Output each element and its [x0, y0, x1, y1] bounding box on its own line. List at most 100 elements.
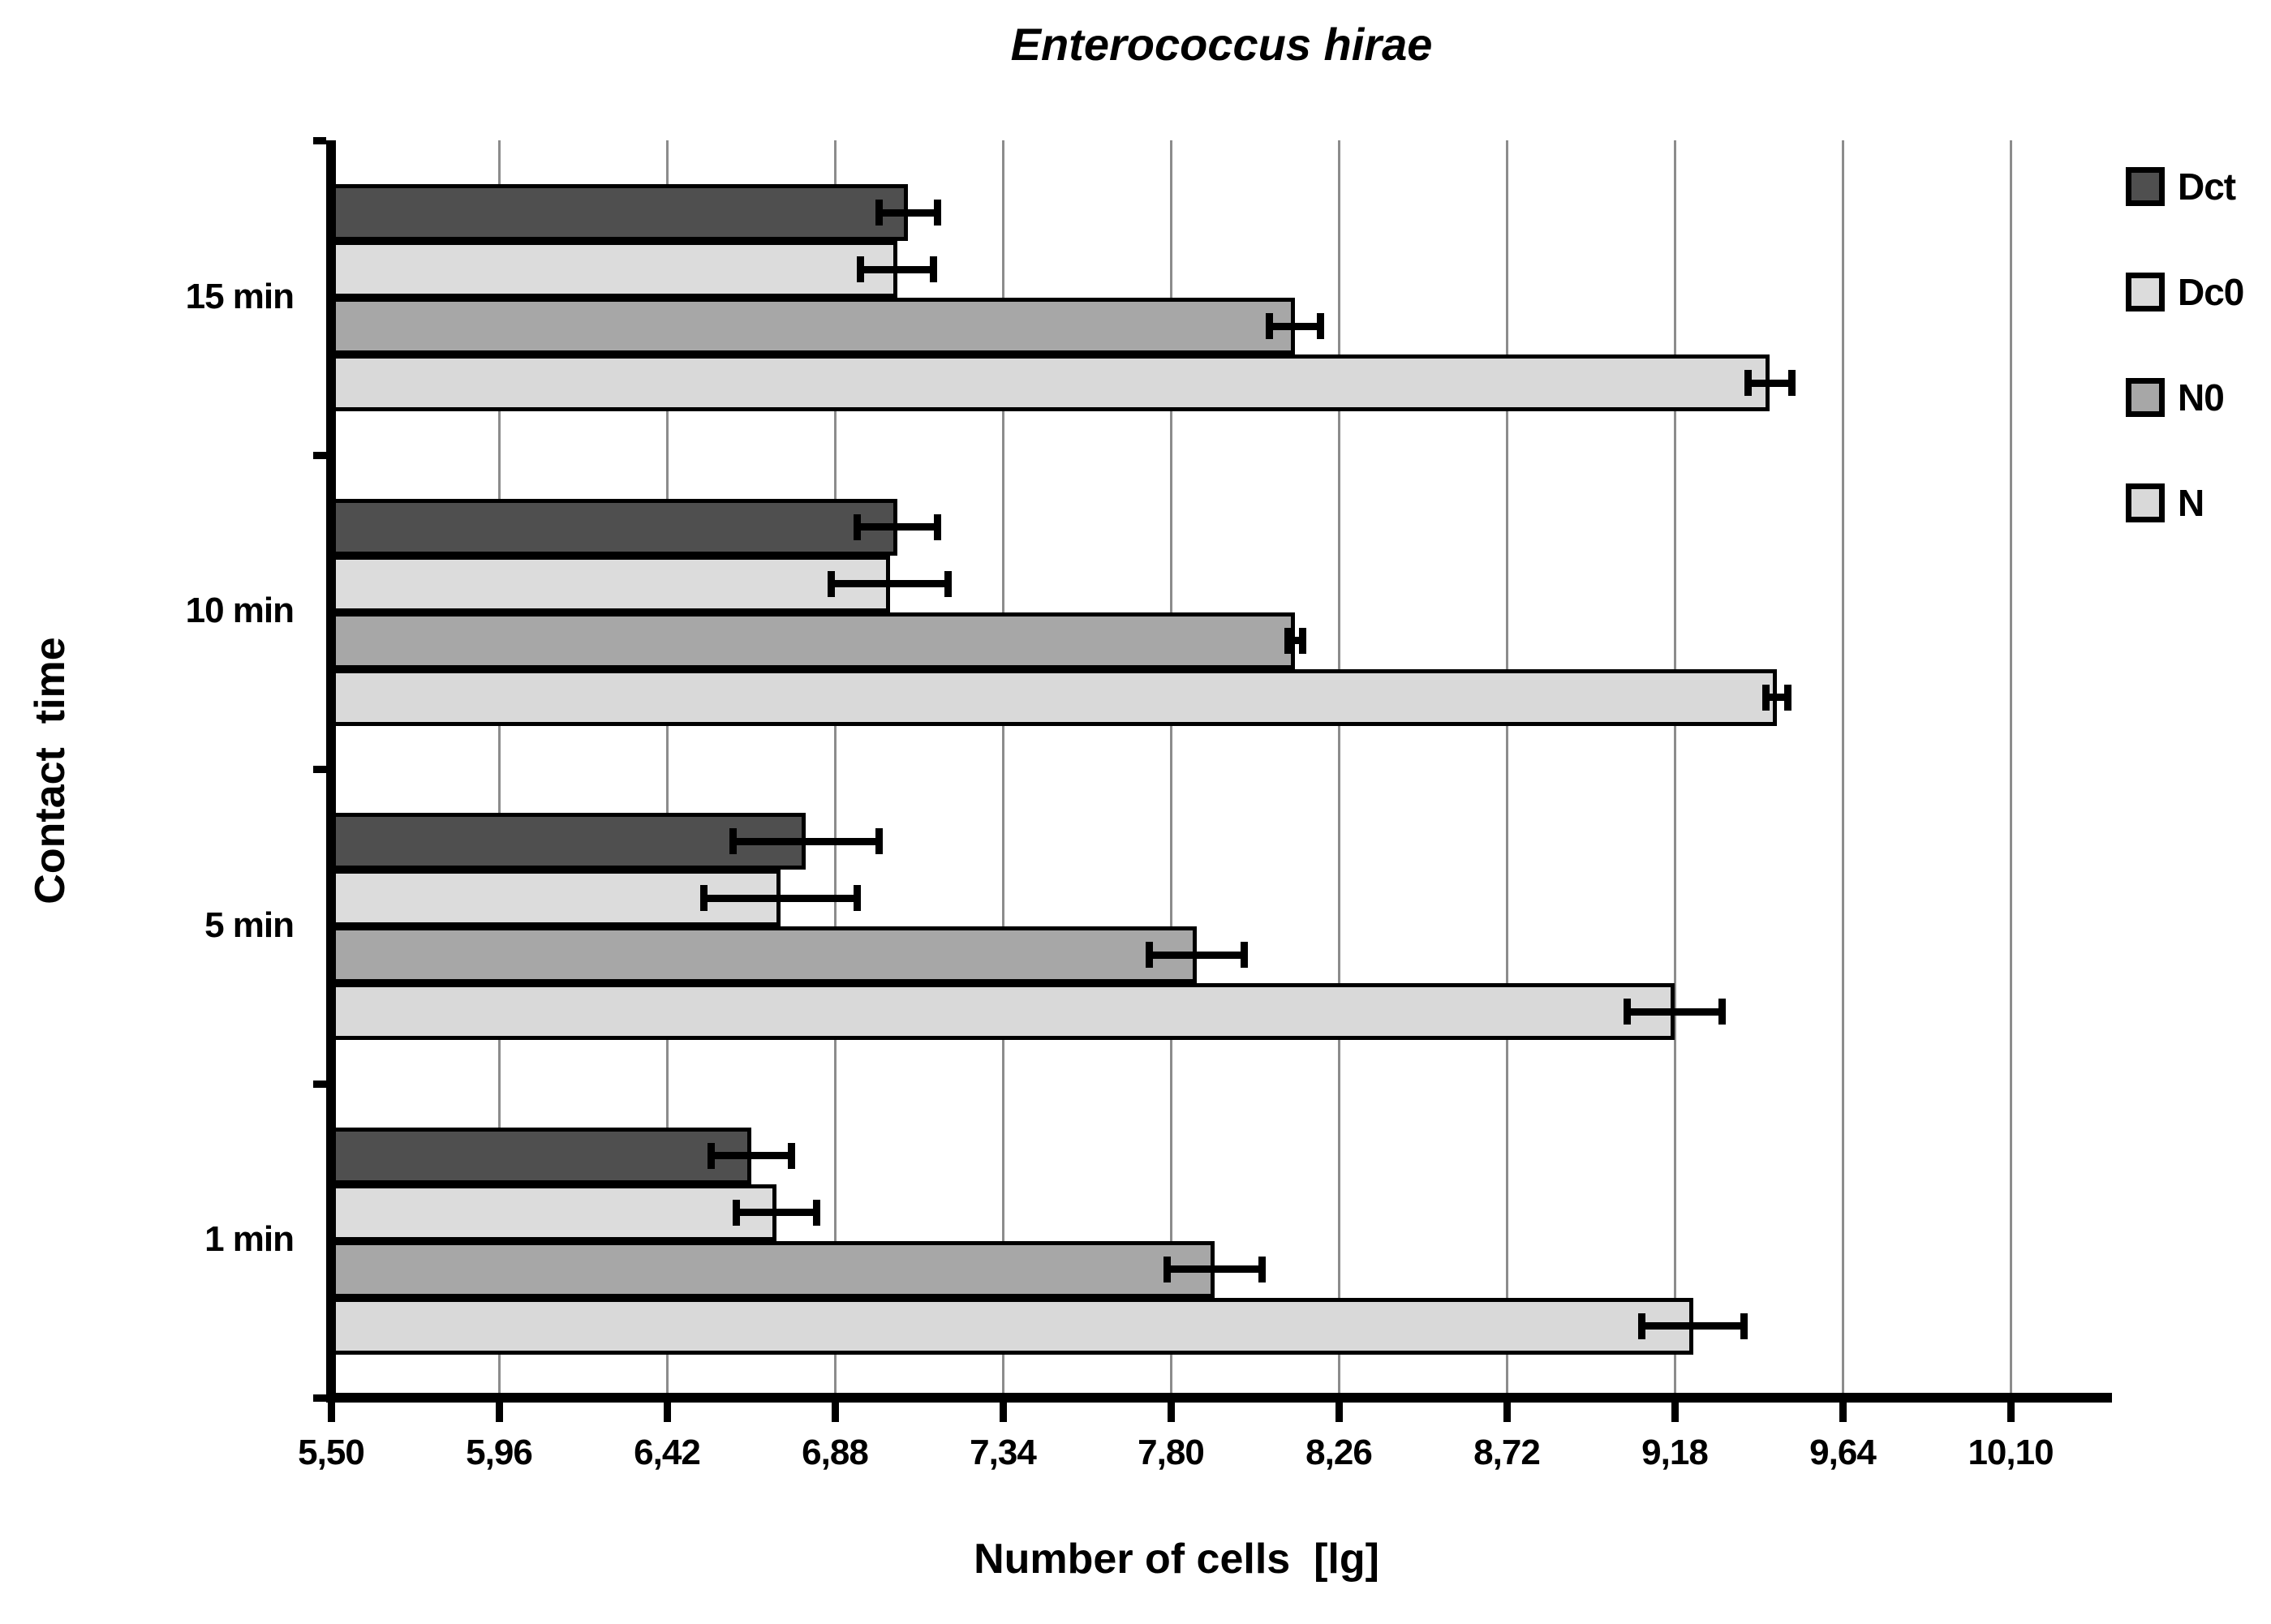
gridline	[1842, 140, 1844, 1398]
error-bar	[733, 837, 879, 845]
category-label: 5 min	[204, 904, 295, 945]
bar-dct-10min	[331, 498, 897, 556]
y-axis-line	[326, 140, 336, 1403]
error-bar-cap	[933, 513, 941, 540]
gridline	[2010, 140, 2012, 1398]
error-bar-cap	[1744, 370, 1752, 396]
error-bar-cap	[1298, 627, 1306, 654]
y-axis-tick	[313, 766, 326, 773]
x-axis-tick	[1503, 1403, 1511, 1422]
error-bar	[1766, 694, 1788, 701]
error-bar-cap	[1317, 313, 1324, 339]
error-bar-cap	[1284, 627, 1292, 654]
bar-n-5min	[331, 983, 1675, 1040]
x-tick-label: 10,10	[1968, 1433, 2054, 1472]
legend-swatch-dct	[2126, 167, 2165, 206]
gridline	[1002, 140, 1004, 1398]
error-bar-cap	[1740, 1313, 1748, 1339]
x-axis-tick	[496, 1403, 503, 1422]
error-bar	[711, 1152, 791, 1159]
legend-item-dct: Dct	[2126, 165, 2236, 208]
gridline	[834, 140, 837, 1398]
error-bar-cap	[1787, 370, 1796, 396]
error-bar	[1167, 1265, 1262, 1273]
chart-title: Enterococcus hirae	[1010, 19, 1433, 70]
error-bar-cap	[1718, 999, 1726, 1025]
error-bar-cap	[699, 885, 708, 911]
bar-n-10min	[331, 668, 1777, 726]
error-bar	[1748, 379, 1791, 387]
legend-label-n: N	[2178, 482, 2204, 524]
error-bar-cap	[729, 828, 737, 854]
gridline	[1674, 140, 1676, 1398]
x-tick-label: 6,42	[634, 1433, 701, 1472]
bar-n0-1min	[331, 1240, 1215, 1298]
error-bar-cap	[944, 570, 952, 597]
category-label: 15 min	[185, 276, 295, 316]
error-bar-cap	[1145, 942, 1153, 968]
error-bar-cap	[1266, 313, 1273, 339]
error-bar-cap	[1240, 942, 1248, 968]
y-axis-tick	[313, 1080, 326, 1088]
legend-swatch-dc0	[2126, 273, 2165, 311]
error-bar	[860, 265, 934, 273]
error-bar-cap	[1624, 999, 1631, 1025]
error-bar	[736, 1209, 817, 1216]
legend-item-n: N	[2126, 481, 2204, 525]
x-tick-label: 8,72	[1473, 1433, 1541, 1472]
gridline	[666, 140, 669, 1398]
error-bar	[1627, 1007, 1723, 1016]
bar-dc0-10min	[331, 555, 890, 612]
error-bar	[1149, 951, 1244, 959]
error-bar	[703, 894, 857, 902]
error-bar	[1288, 637, 1302, 644]
y-axis-tick	[313, 137, 326, 144]
gridline	[1170, 140, 1172, 1398]
bar-dct-5min	[331, 813, 806, 870]
y-axis-tick	[313, 451, 326, 459]
error-bar-cap	[853, 885, 861, 911]
error-bar-cap	[1784, 684, 1791, 711]
error-bar-cap	[1258, 1256, 1266, 1282]
x-tick-label: 7,34	[970, 1433, 1037, 1472]
x-tick-label: 7,80	[1138, 1433, 1205, 1472]
bar-n-1min	[331, 1297, 1693, 1355]
error-bar-cap	[1638, 1313, 1645, 1339]
gridline	[498, 140, 501, 1398]
legend-item-n0: N0	[2126, 376, 2225, 419]
error-bar-cap	[787, 1142, 795, 1169]
bar-n-15min	[331, 354, 1770, 411]
error-bar-cap	[875, 200, 883, 226]
error-bar-cap	[875, 828, 883, 854]
legend-label-dc0: Dc0	[2178, 271, 2244, 313]
error-bar-cap	[733, 1199, 740, 1226]
error-bar-cap	[930, 256, 937, 282]
x-tick-label: 6,88	[802, 1433, 869, 1472]
error-bar-cap	[813, 1199, 820, 1226]
x-tick-label: 8,26	[1305, 1433, 1373, 1472]
x-axis-tick	[1000, 1403, 1007, 1422]
x-axis-tick	[1168, 1403, 1175, 1422]
x-tick-label: 5,96	[466, 1433, 533, 1472]
error-bar	[1641, 1322, 1744, 1330]
error-bar-cap	[1762, 684, 1770, 711]
x-axis-tick	[1671, 1403, 1679, 1422]
x-axis-tick	[1839, 1403, 1847, 1422]
bar-n0-5min	[331, 926, 1197, 983]
category-label: 1 min	[204, 1219, 295, 1260]
x-axis-tick	[664, 1403, 671, 1422]
legend-swatch-n0	[2126, 378, 2165, 417]
gridline	[1506, 140, 1508, 1398]
x-axis-line	[326, 1393, 2112, 1403]
error-bar	[831, 580, 948, 587]
error-bar-cap	[707, 1142, 715, 1169]
x-tick-label: 9,64	[1809, 1433, 1877, 1472]
legend-item-dc0: Dc0	[2126, 270, 2244, 314]
legend-swatch-n	[2126, 483, 2165, 522]
bar-dc0-15min	[331, 241, 897, 298]
gridline	[1338, 140, 1340, 1398]
error-bar-cap	[853, 513, 861, 540]
error-bar	[857, 523, 937, 531]
bar-dc0-1min	[331, 1184, 776, 1241]
y-axis-tick	[313, 1394, 326, 1402]
